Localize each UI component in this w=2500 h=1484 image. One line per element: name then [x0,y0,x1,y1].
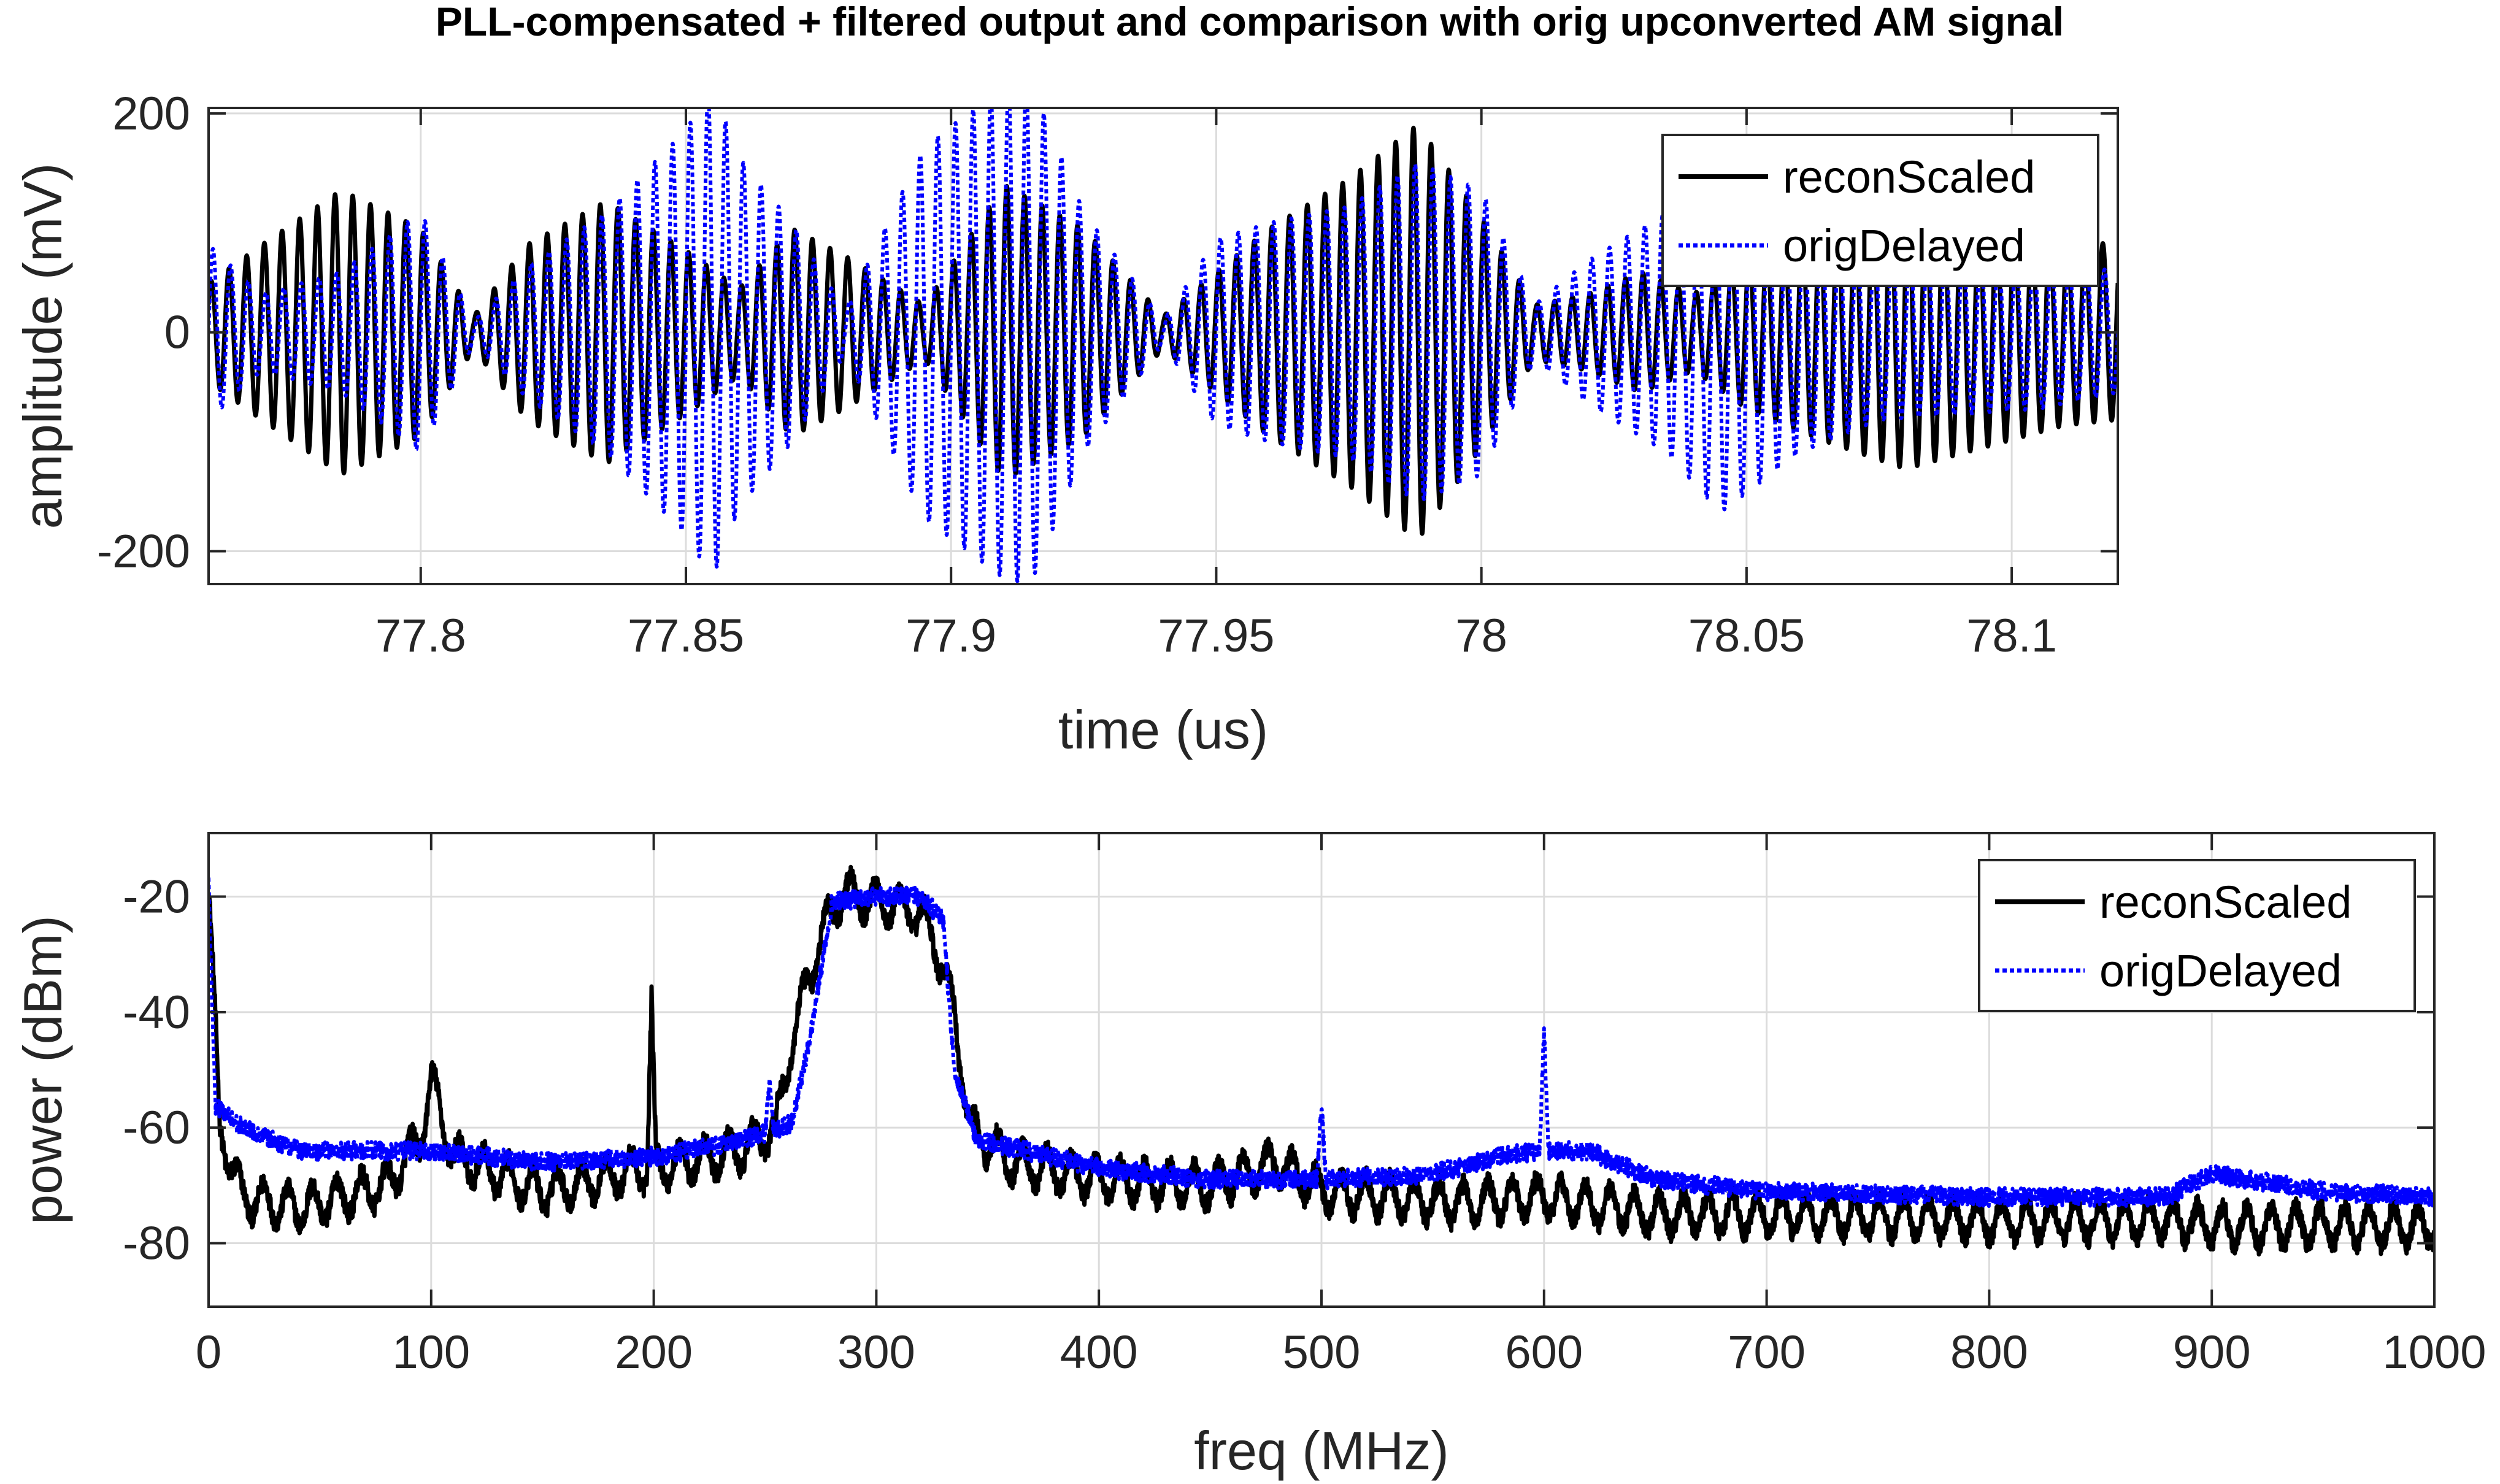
y-axis-label: amplitude (mV) [12,163,73,529]
x-tick-label: 77.8 [375,610,466,662]
legend-label-reconScaled: reconScaled [1783,152,2035,202]
x-tick-label: 900 [2173,1326,2251,1378]
x-tick-label: 78.05 [1688,610,1805,662]
legend: reconScaled origDelayed [1978,859,2416,1012]
legend-box [1978,859,2416,1012]
axes-frame [207,107,2119,585]
legend-box [1661,134,2099,287]
x-axis-label: freq (MHz) [1194,1420,1449,1481]
series-group [209,864,2434,1257]
x-tick-label: 400 [1060,1326,1138,1378]
legend-label-reconScaled: reconScaled [2099,877,2352,928]
y-tick-label: 200 [112,88,190,140]
legend: reconScaled origDelayed [1661,134,2099,287]
y-tick-label: 0 [164,307,190,359]
legend-label-origDelayed: origDelayed [1783,220,2025,271]
series-line-origDelayed [209,108,2118,583]
y-tick-label: -200 [97,525,190,577]
x-tick-label: 200 [615,1326,693,1378]
x-tick-label: 300 [837,1326,915,1378]
figure-title: PLL-compensated + filtered output and co… [436,0,2064,44]
x-tick-label: 0 [196,1326,221,1378]
x-tick-label: 600 [1505,1326,1583,1378]
x-tick-label: 77.85 [628,610,744,662]
y-axis-label: power (dBm) [12,915,73,1224]
x-tick-label: 78 [1455,610,1507,662]
y-tick-label: -80 [123,1217,190,1269]
x-tick-label: 77.9 [906,610,996,662]
y-tick-label: -40 [123,986,190,1039]
spectrum-axes: 0 100 200 300 400 500 600 700 800 900 1000 -80 -60 -4… [12,832,2487,1481]
legend-label-origDelayed: origDelayed [2099,945,2342,996]
series-line-origDelayed [209,877,2434,1208]
y-tick-label: -20 [123,871,190,923]
x-tick-label: 78.1 [1966,610,2057,662]
series-line-reconScaled [209,864,2434,1257]
y-tick-label: -60 [123,1102,190,1154]
x-tick-label: 500 [1283,1326,1361,1378]
x-tick-label: 100 [392,1326,470,1378]
x-tick-label: 800 [1950,1326,2028,1378]
x-tick-label: 1000 [2382,1326,2486,1378]
x-tick-label: 700 [1728,1326,1806,1378]
x-tick-label: 77.95 [1158,610,1274,662]
x-axis-label: time (us) [1058,699,1268,760]
time-domain-axes: 77.8 77.85 77.9 77.95 78 78.05 78.1 -200 0 200 tim… [12,88,2119,760]
